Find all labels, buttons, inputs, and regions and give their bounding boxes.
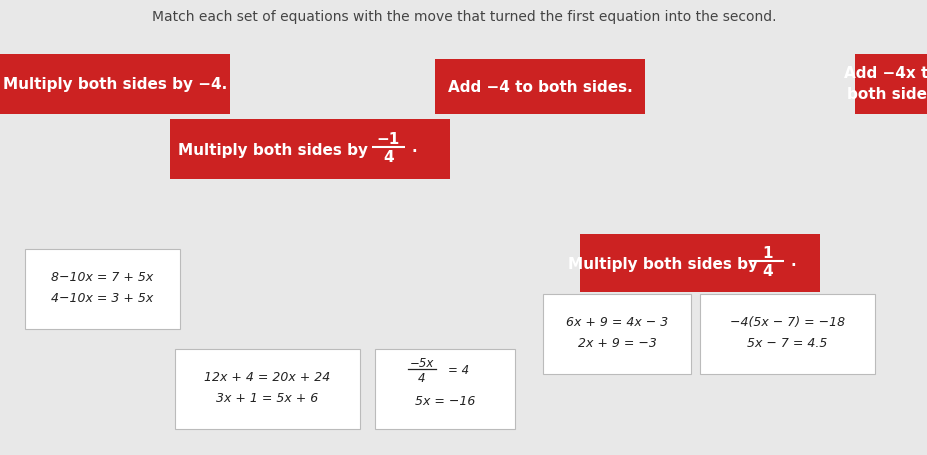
- Text: 6x + 9 = 4x − 3: 6x + 9 = 4x − 3: [565, 315, 667, 328]
- Text: 4: 4: [761, 263, 771, 278]
- Text: = 4: = 4: [448, 363, 469, 376]
- Text: 1: 1: [761, 246, 771, 261]
- Text: 3x + 1 = 5x + 6: 3x + 1 = 5x + 6: [216, 391, 318, 404]
- FancyBboxPatch shape: [0, 55, 230, 115]
- FancyBboxPatch shape: [170, 120, 450, 180]
- Text: 5x = −16: 5x = −16: [414, 394, 475, 407]
- Text: 5x − 7 = 4.5: 5x − 7 = 4.5: [746, 336, 827, 349]
- Text: Match each set of equations with the move that turned the first equation into th: Match each set of equations with the mov…: [152, 10, 775, 24]
- FancyBboxPatch shape: [542, 294, 691, 374]
- Text: Add −4x to: Add −4x to: [844, 66, 927, 81]
- Text: −5x: −5x: [409, 356, 434, 369]
- Text: 4: 4: [383, 150, 393, 164]
- FancyBboxPatch shape: [375, 349, 514, 429]
- Text: 8−10x = 7 + 5x: 8−10x = 7 + 5x: [51, 270, 154, 283]
- Text: Add −4 to both sides.: Add −4 to both sides.: [447, 80, 631, 95]
- Text: .: .: [790, 254, 795, 268]
- Text: Multiply both sides by: Multiply both sides by: [567, 256, 757, 271]
- Text: Multiply both sides by: Multiply both sides by: [178, 142, 367, 157]
- Text: 2x + 9 = −3: 2x + 9 = −3: [577, 336, 655, 349]
- FancyBboxPatch shape: [579, 234, 819, 293]
- Text: −1: −1: [376, 132, 400, 147]
- Text: −4(5x − 7) = −18: −4(5x − 7) = −18: [730, 315, 844, 328]
- Text: 12x + 4 = 20x + 24: 12x + 4 = 20x + 24: [204, 370, 330, 383]
- Text: 4−10x = 3 + 5x: 4−10x = 3 + 5x: [51, 291, 154, 304]
- Text: 4: 4: [417, 371, 425, 384]
- FancyBboxPatch shape: [175, 349, 360, 429]
- FancyBboxPatch shape: [25, 249, 180, 329]
- FancyBboxPatch shape: [854, 55, 927, 115]
- Text: both sides: both sides: [846, 86, 927, 101]
- FancyBboxPatch shape: [699, 294, 874, 374]
- FancyBboxPatch shape: [435, 60, 644, 115]
- Text: Multiply both sides by −4.: Multiply both sides by −4.: [3, 77, 227, 92]
- Text: .: .: [412, 140, 417, 155]
